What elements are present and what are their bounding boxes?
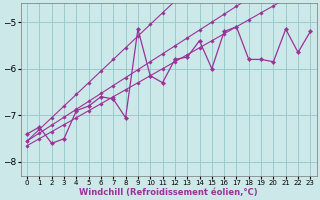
X-axis label: Windchill (Refroidissement éolien,°C): Windchill (Refroidissement éolien,°C) xyxy=(79,188,258,197)
